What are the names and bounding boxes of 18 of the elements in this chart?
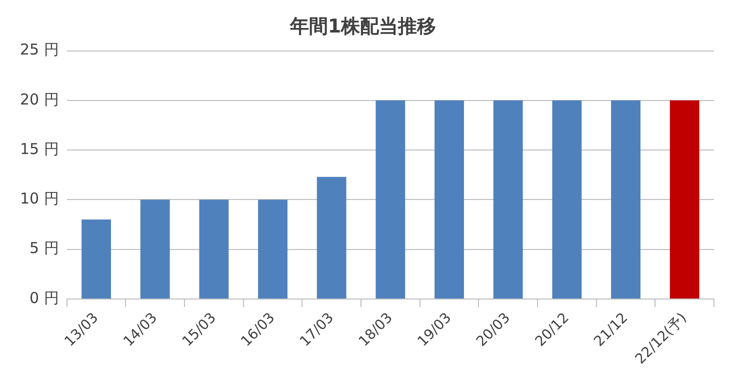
bar bbox=[611, 100, 640, 298]
bar bbox=[316, 176, 346, 298]
chart-title: 年間1株配当推移 bbox=[288, 15, 436, 38]
bar bbox=[82, 220, 111, 298]
y-tick-label: 10 円 bbox=[20, 190, 59, 208]
y-tick-label: 5 円 bbox=[30, 239, 59, 258]
y-tick-label: 25 円 bbox=[20, 40, 59, 59]
y-tick-label: 20 円 bbox=[20, 90, 59, 108]
bar bbox=[258, 200, 288, 298]
y-tick-label: 0 円 bbox=[30, 288, 59, 307]
bar bbox=[670, 100, 700, 298]
bar bbox=[199, 200, 229, 298]
bar bbox=[140, 200, 170, 298]
y-tick-label: 15 円 bbox=[20, 140, 59, 158]
bar bbox=[376, 100, 406, 298]
bar bbox=[493, 100, 523, 298]
bar bbox=[434, 100, 464, 298]
bar bbox=[552, 100, 582, 298]
